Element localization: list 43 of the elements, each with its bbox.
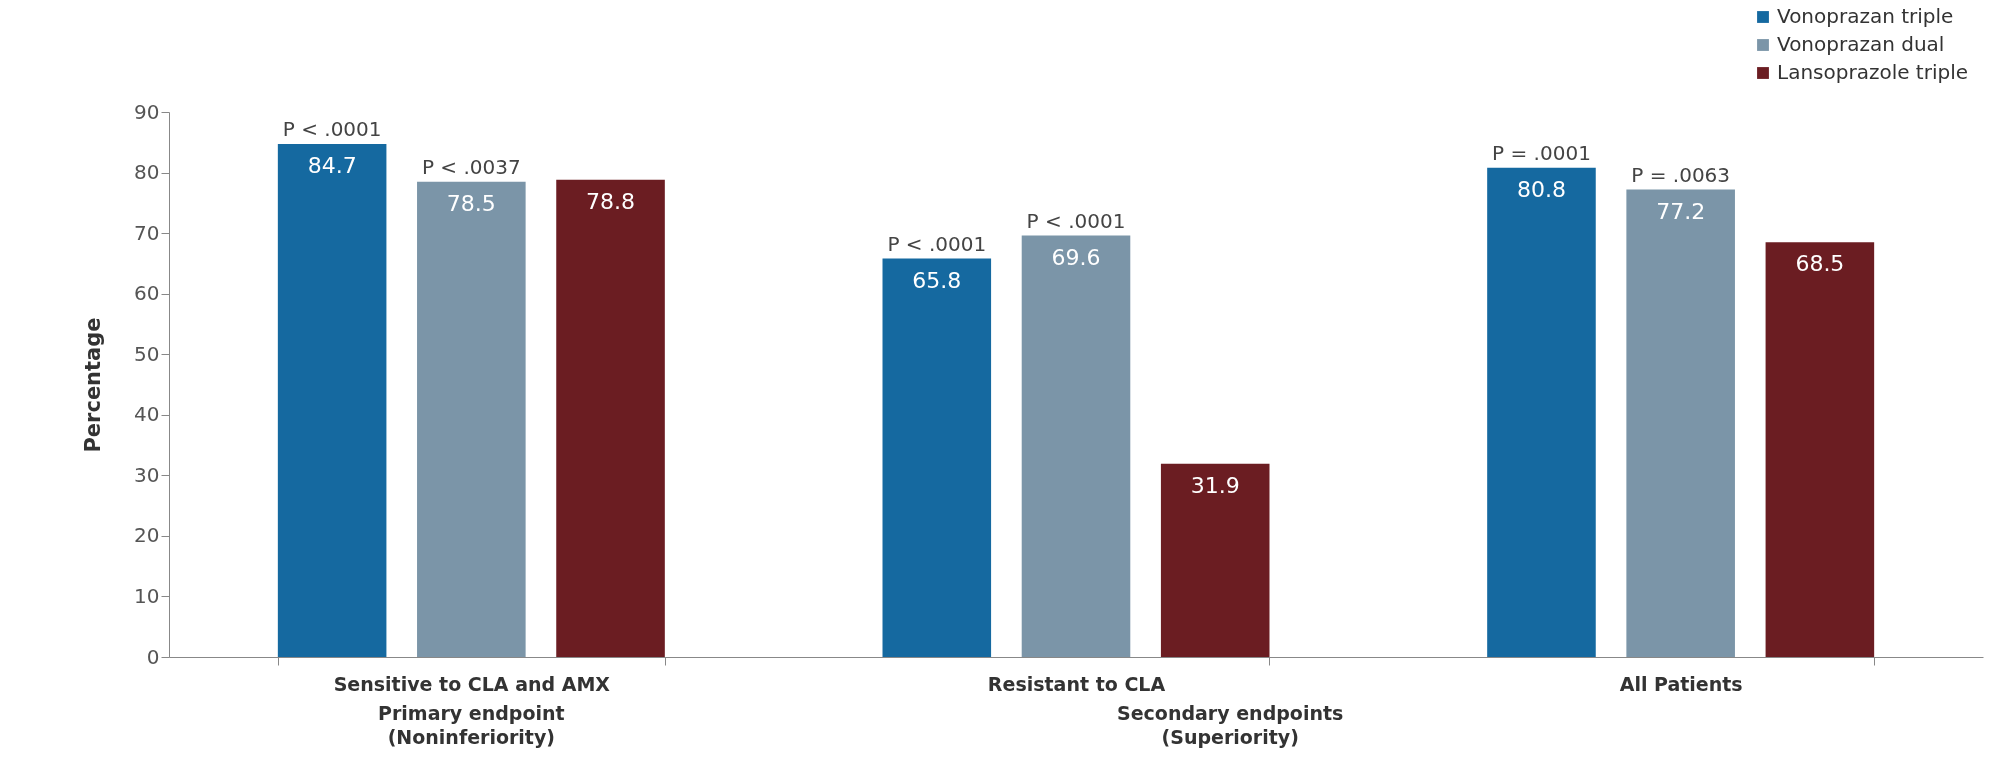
y-tick-label: 0	[146, 644, 160, 669]
y-tick-label: 40	[134, 402, 160, 427]
y-tick-label: 70	[134, 220, 160, 245]
legend-label: Vonoprazan triple	[1777, 4, 1954, 28]
y-tick-label: 10	[134, 583, 160, 608]
annotation: P < .0001	[282, 117, 382, 142]
data-label: 80.8	[1516, 176, 1566, 202]
bar	[1160, 463, 1270, 657]
bar	[1487, 167, 1596, 657]
x-tick-label: All Patients	[1619, 672, 1743, 695]
text: Secondary endpoints (Superiority)	[1117, 702, 1344, 748]
bar	[882, 258, 992, 657]
y-axis-title: Percentage	[81, 317, 106, 453]
y-tick-label: 90	[134, 99, 160, 124]
legend-label: Lansoprazole triple	[1777, 60, 1969, 84]
text: Primary endpoint (Noninferiority)	[378, 702, 565, 748]
bar	[1021, 235, 1131, 657]
bar	[556, 179, 665, 657]
y-tick-label: 20	[134, 523, 160, 548]
annotation: P = .0063	[1631, 162, 1731, 187]
y-tick-label: 80	[134, 160, 160, 185]
bar	[1765, 242, 1875, 657]
data-label: 77.2	[1656, 198, 1706, 224]
data-label: 31.9	[1190, 472, 1240, 498]
annotation: P < .0001	[887, 231, 987, 256]
annotation: P < .0037	[421, 154, 521, 179]
y-tick-label: 30	[134, 462, 160, 487]
data-label: 84.7	[307, 153, 357, 179]
y-tick-label: 60	[134, 281, 160, 306]
bar	[277, 144, 387, 657]
data-label: 78.5	[446, 190, 496, 216]
y-tick-label: 50	[134, 341, 160, 366]
x-tick-label: Resistant to CLA	[987, 672, 1166, 695]
data-label: 69.6	[1051, 244, 1101, 270]
x-tick-label: Sensitive to CLA and AMX	[333, 672, 611, 695]
bar	[417, 181, 526, 657]
data-label: 78.8	[586, 188, 636, 214]
legend-label: Vonoprazan dual	[1777, 32, 1945, 56]
data-label: 68.5	[1795, 251, 1845, 277]
annotation: P = .0001	[1492, 140, 1591, 165]
data-label: 65.8	[912, 267, 962, 293]
bar	[1626, 189, 1735, 657]
annotation: P < .0001	[1026, 208, 1126, 233]
